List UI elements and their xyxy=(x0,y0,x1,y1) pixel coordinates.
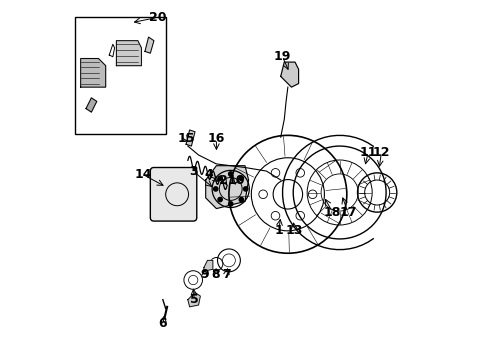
Circle shape xyxy=(218,197,222,202)
Bar xyxy=(75,18,167,134)
Circle shape xyxy=(228,172,233,176)
Text: 12: 12 xyxy=(373,146,390,159)
Text: 20: 20 xyxy=(149,11,166,24)
Text: 5: 5 xyxy=(190,293,198,306)
Text: 19: 19 xyxy=(274,50,291,63)
Text: 14: 14 xyxy=(134,168,152,181)
Circle shape xyxy=(239,197,244,202)
Text: 4: 4 xyxy=(204,168,213,181)
Text: 11: 11 xyxy=(360,146,377,159)
Text: 1: 1 xyxy=(274,224,283,237)
FancyBboxPatch shape xyxy=(150,167,197,221)
Text: 9: 9 xyxy=(200,268,209,281)
Circle shape xyxy=(214,187,218,191)
Circle shape xyxy=(244,187,248,191)
Polygon shape xyxy=(145,37,154,53)
Polygon shape xyxy=(206,166,248,208)
Polygon shape xyxy=(281,62,298,87)
Polygon shape xyxy=(86,98,97,112)
Text: 6: 6 xyxy=(159,317,167,330)
Text: 7: 7 xyxy=(222,268,231,281)
Text: 16: 16 xyxy=(208,132,225,145)
Text: 3: 3 xyxy=(189,165,197,177)
Text: 18: 18 xyxy=(324,206,341,219)
Text: 10: 10 xyxy=(227,174,245,186)
Polygon shape xyxy=(204,260,213,271)
Polygon shape xyxy=(81,59,106,87)
Circle shape xyxy=(239,176,244,180)
Text: 8: 8 xyxy=(211,268,220,281)
Polygon shape xyxy=(188,293,200,307)
Circle shape xyxy=(218,176,222,180)
Text: 2: 2 xyxy=(219,174,228,186)
Polygon shape xyxy=(186,130,195,146)
Polygon shape xyxy=(117,41,142,66)
Text: 15: 15 xyxy=(177,132,195,145)
Text: 17: 17 xyxy=(339,206,357,219)
Circle shape xyxy=(228,202,233,206)
Text: 13: 13 xyxy=(286,224,303,237)
